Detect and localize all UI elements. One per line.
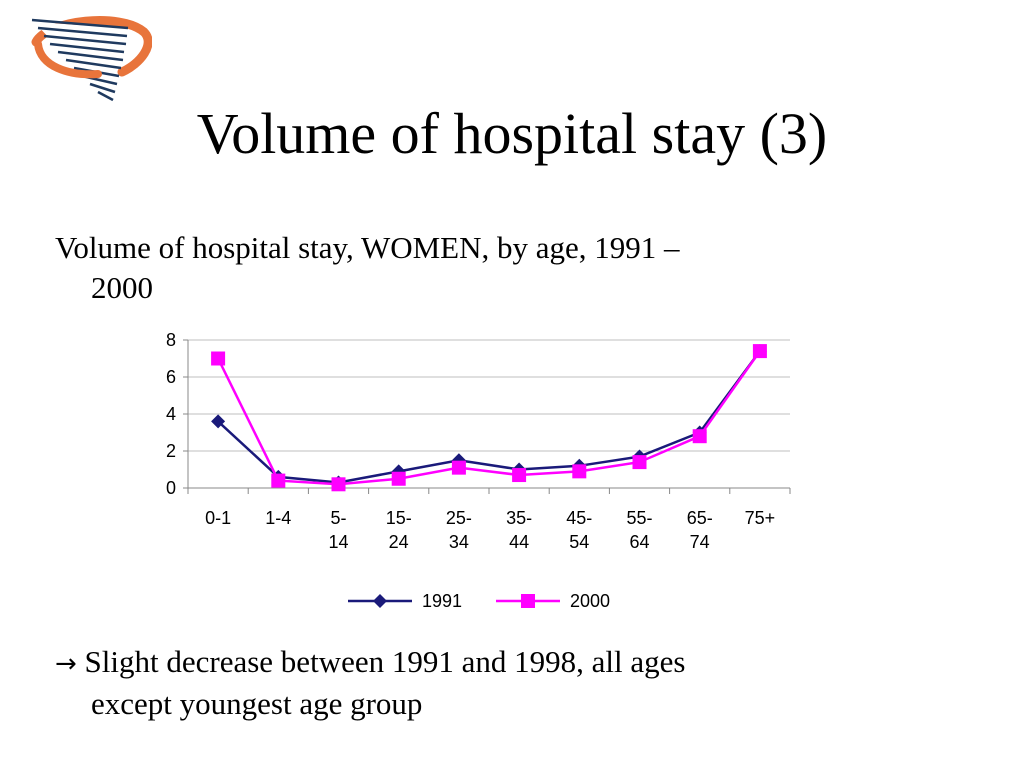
legend-item-2000: 2000: [496, 591, 610, 611]
data-point-2000: [271, 473, 286, 488]
data-point-2000: [451, 460, 466, 475]
conclusion-line-2: except youngest age group: [91, 686, 423, 721]
data-point-2000: [692, 429, 707, 444]
x-tick-label: 74: [690, 532, 710, 552]
data-point-2000: [572, 464, 587, 479]
x-tick-label: 15-: [386, 508, 412, 528]
conclusion-line-1: Slight decrease between 1991 and 1998, a…: [76, 644, 686, 679]
legend-item-1991: 1991: [348, 591, 462, 611]
data-point-2000: [211, 351, 226, 366]
x-tick-label: 34: [449, 532, 469, 552]
x-tick-label: 54: [569, 532, 589, 552]
y-tick-label: 2: [166, 441, 176, 461]
x-tick-label: 64: [629, 532, 649, 552]
legend-marker-1991: [373, 594, 387, 608]
x-tick-label: 44: [509, 532, 529, 552]
x-tick-label: 24: [389, 532, 409, 552]
series-1991: [211, 344, 767, 490]
x-tick-label: 45-: [566, 508, 592, 528]
x-tick-label: 35-: [506, 508, 532, 528]
y-tick-label: 6: [166, 367, 176, 387]
legend-label: 1991: [422, 591, 462, 611]
chart-caption-line-1: Volume of hospital stay, WOMEN, by age, …: [55, 230, 680, 265]
conclusion-note: → Slight decrease between 1991 and 1998,…: [55, 642, 955, 724]
series-line-1991: [217, 350, 761, 484]
y-tick-label: 8: [166, 330, 176, 350]
x-axis-ticks: 0-1 1-4 5- 14 15- 24 25- 34 35- 44 45- 54 55- 64 65- 74…: [205, 508, 775, 552]
data-point-2000: [512, 468, 527, 483]
chart-series: [211, 344, 767, 492]
series-line-2000: [216, 350, 761, 486]
legend-marker-2000: [521, 594, 535, 608]
x-tick-label: 1-4: [265, 508, 291, 528]
x-tick-label: 14: [328, 532, 348, 552]
y-tick-label: 0: [166, 478, 176, 498]
x-tick-label: 75+: [745, 508, 776, 528]
x-tick-label: 65-: [687, 508, 713, 528]
swoosh-logo-icon: [31, 16, 152, 102]
data-point-2000: [391, 471, 406, 486]
data-point-1991: [211, 414, 226, 429]
data-point-2000: [632, 455, 647, 470]
x-tick-label: 0-1: [205, 508, 231, 528]
legend-label: 2000: [570, 591, 610, 611]
x-tick-label: 5-: [330, 508, 346, 528]
chart-legend: 1991 2000: [348, 591, 610, 611]
data-point-2000: [752, 344, 767, 359]
y-tick-label: 4: [166, 404, 176, 424]
x-tick-label: 55-: [626, 508, 652, 528]
chart-caption-line-2: 2000: [91, 270, 153, 305]
y-axis-ticks: 0 2 4 6 8: [166, 330, 176, 498]
chart-caption: Volume of hospital stay, WOMEN, by age, …: [55, 228, 915, 308]
chart-axes: [183, 339, 791, 494]
slide-title: Volume of hospital stay (3): [196, 101, 828, 166]
x-tick-label: 25-: [446, 508, 472, 528]
series-2000: [211, 344, 767, 492]
data-point-2000: [331, 477, 346, 492]
right-arrow-icon: →: [55, 649, 77, 679]
